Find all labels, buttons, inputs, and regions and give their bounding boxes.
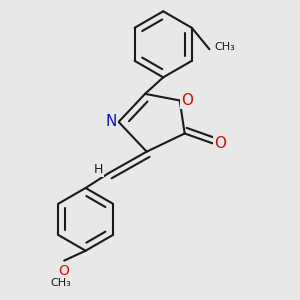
Text: CH₃: CH₃ [50, 278, 71, 288]
Text: CH₃: CH₃ [214, 42, 235, 52]
Text: O: O [214, 136, 226, 151]
Text: H: H [94, 163, 103, 176]
Text: O: O [181, 93, 193, 108]
Text: O: O [59, 263, 70, 278]
Text: N: N [106, 114, 117, 129]
